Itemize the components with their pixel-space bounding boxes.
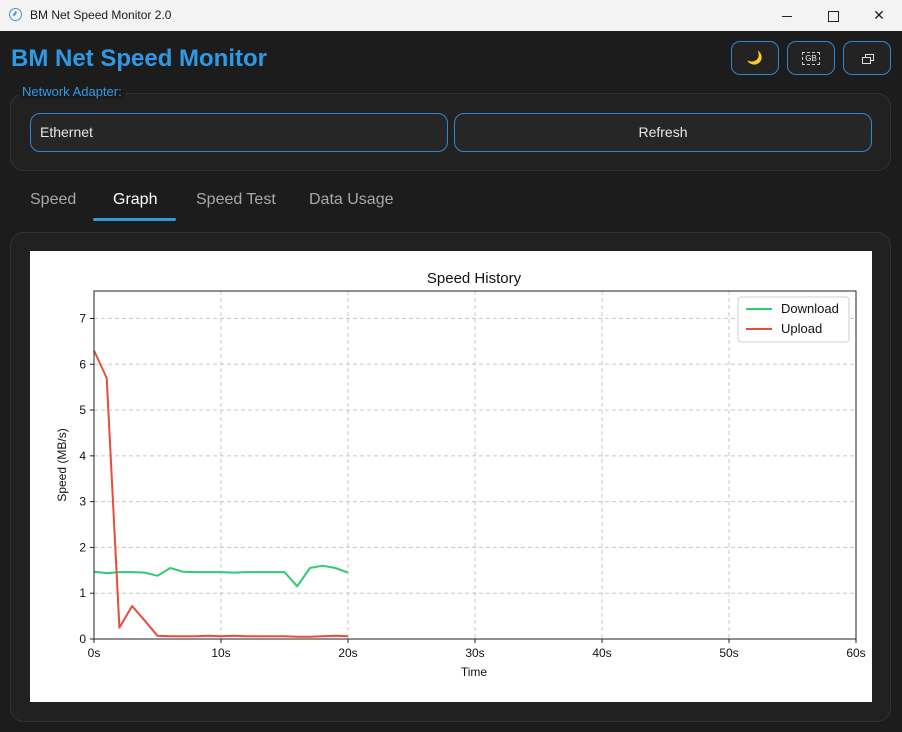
tab-speed-test[interactable]: Speed Test xyxy=(196,191,276,208)
speed-history-chart: Speed History 0s 10s 20s 30s 40s 50s 60s 0 1 2 3 4 5… xyxy=(30,251,872,702)
x-tick-label: 50s xyxy=(719,646,738,660)
window-title: BM Net Speed Monitor 2.0 xyxy=(30,8,172,22)
maximize-button[interactable] xyxy=(810,0,856,31)
minimize-icon xyxy=(782,15,792,17)
close-icon: ✕ xyxy=(873,7,885,23)
minimize-button[interactable] xyxy=(764,0,810,31)
x-tick-label: 20s xyxy=(338,646,357,660)
active-tab-indicator xyxy=(93,218,176,221)
y-tick-label: 3 xyxy=(79,495,86,509)
adapter-select[interactable]: Ethernet xyxy=(30,113,448,152)
main-panel: BM Net Speed Monitor 🌙 GB Network Adapte… xyxy=(0,31,902,732)
chart-svg: Speed History 0s 10s 20s 30s 40s 50s 60s 0 1 2 3 4 5… xyxy=(55,270,866,679)
x-tick-label: 30s xyxy=(465,646,484,660)
y-axis-label: Speed (MB/s) xyxy=(55,428,69,501)
mini-mode-button[interactable] xyxy=(843,41,891,75)
adapter-label: Network Adapter: xyxy=(19,84,125,99)
chart-title: Speed History xyxy=(427,270,522,287)
refresh-button[interactable]: Refresh xyxy=(454,113,872,152)
x-tick-label: 10s xyxy=(211,646,230,660)
x-tick-label: 60s xyxy=(846,646,865,660)
app-speedometer-icon xyxy=(9,8,22,21)
tab-speed[interactable]: Speed xyxy=(30,191,77,208)
legend-label: Upload xyxy=(781,321,822,336)
tab-graph[interactable]: Graph xyxy=(113,191,158,208)
x-axis-label: Time xyxy=(461,665,488,679)
restore-windows-icon xyxy=(862,54,874,64)
y-tick-label: 5 xyxy=(79,403,86,417)
y-tick-label: 1 xyxy=(79,586,86,600)
legend-label: Download xyxy=(781,301,839,316)
grid-lines xyxy=(94,291,856,639)
chart-legend: Download Upload xyxy=(737,296,850,343)
moon-icon: 🌙 xyxy=(746,50,764,65)
units-toggle-button[interactable]: GB xyxy=(787,41,835,75)
maximize-icon xyxy=(827,10,839,22)
app-title: BM Net Speed Monitor xyxy=(11,45,267,72)
gb-units-icon: GB xyxy=(802,51,820,65)
x-tick-label: 40s xyxy=(592,646,611,660)
y-tick-label: 4 xyxy=(79,449,86,463)
y-tick-label: 2 xyxy=(79,540,86,554)
axis-ticks: 0s 10s 20s 30s 40s 50s 60s 0 1 2 3 4 5 6 7 xyxy=(79,311,865,660)
theme-toggle-button[interactable]: 🌙 xyxy=(731,41,779,75)
y-tick-label: 7 xyxy=(79,311,86,325)
title-bar: BM Net Speed Monitor 2.0 ✕ xyxy=(0,0,902,31)
series-line-download xyxy=(93,564,349,588)
tab-data-usage[interactable]: Data Usage xyxy=(309,191,394,208)
series-line-upload xyxy=(93,350,349,638)
close-button[interactable]: ✕ xyxy=(856,0,902,31)
series-lines xyxy=(93,350,349,638)
y-tick-label: 0 xyxy=(79,632,86,646)
x-tick-label: 0s xyxy=(88,646,101,660)
y-tick-label: 6 xyxy=(79,357,86,371)
